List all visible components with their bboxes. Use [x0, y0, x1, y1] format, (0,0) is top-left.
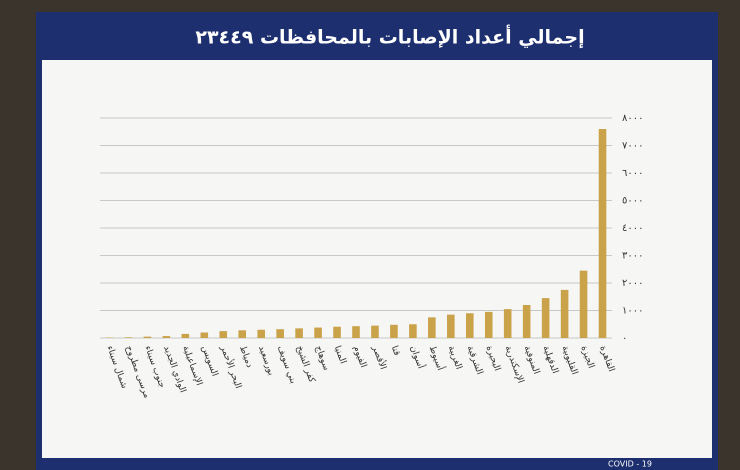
- chart-title: إجمالي أعداد الإصابات بالمحافظات ٢٣٤٤٩: [195, 25, 584, 49]
- y-tick-label: ٦٠٠٠: [622, 168, 643, 179]
- bar: [522, 305, 531, 338]
- y-tick-label: ١٠٠٠: [622, 306, 643, 317]
- bar: [143, 336, 152, 338]
- bar: [257, 329, 265, 338]
- y-tick-label: ٠: [622, 333, 627, 344]
- bar: [200, 332, 209, 338]
- bar: [219, 331, 228, 338]
- bar: [560, 289, 569, 338]
- bar: [352, 326, 360, 338]
- y-tick-label: ٨٠٠٠: [622, 113, 643, 124]
- bar: [447, 314, 455, 338]
- bar: [162, 336, 171, 338]
- bar: [484, 311, 493, 338]
- bar: [409, 324, 417, 338]
- bar: [371, 325, 379, 338]
- bar: [295, 328, 303, 338]
- bar: [541, 298, 550, 338]
- x-tick-label: قنا: [389, 344, 402, 357]
- bar: [465, 313, 474, 338]
- y-tick-label: ٧٠٠٠: [622, 141, 643, 152]
- y-tick-label: ٣٠٠٠: [622, 251, 643, 262]
- bar: [276, 329, 284, 338]
- bar: [238, 330, 247, 338]
- bar: [598, 129, 607, 338]
- bar: [181, 333, 190, 338]
- bar: [390, 324, 398, 338]
- bar: [333, 326, 341, 338]
- y-tick-label: ٢٠٠٠: [622, 278, 643, 289]
- bar: [124, 337, 133, 338]
- bar: [579, 270, 588, 338]
- footer: COVID - 19: [608, 460, 652, 469]
- bar: [314, 327, 322, 338]
- bar: [428, 317, 436, 338]
- bar: [503, 309, 512, 338]
- y-tick-label: ٥٠٠٠: [622, 196, 643, 207]
- y-tick-label: ٤٠٠٠: [622, 223, 643, 234]
